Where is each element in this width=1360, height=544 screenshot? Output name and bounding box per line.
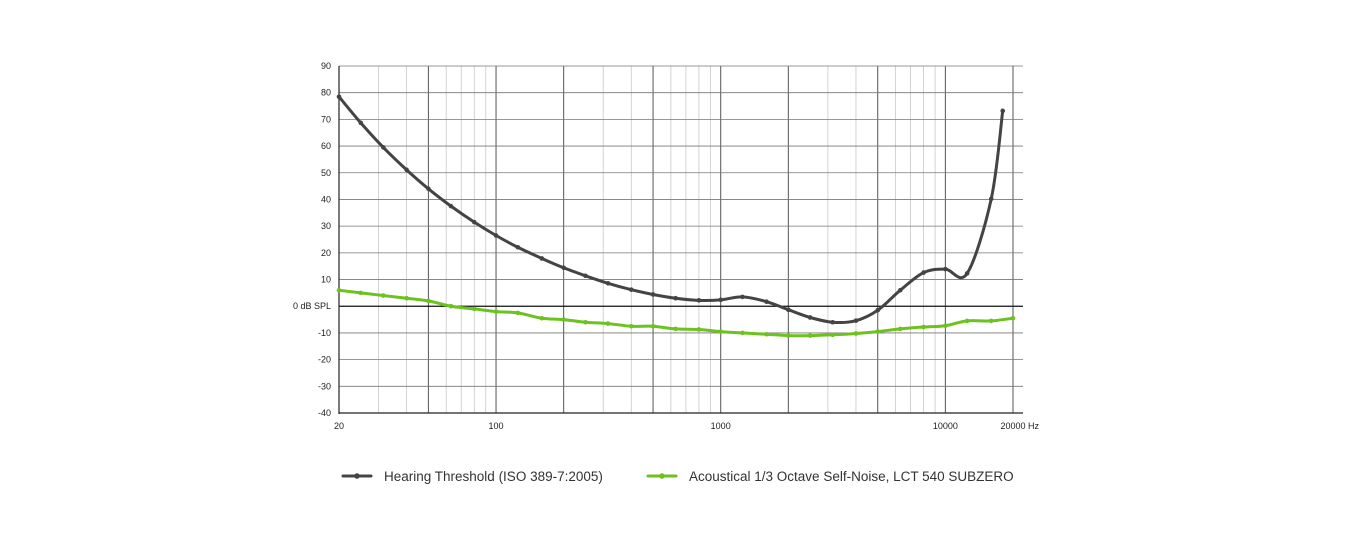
series-1-point — [673, 295, 678, 301]
series-1-point — [740, 294, 745, 300]
series-2-point — [740, 330, 745, 336]
series-1-point — [539, 256, 545, 261]
series-2-point — [561, 317, 566, 322]
series-2-point — [764, 331, 769, 337]
series-2-point — [336, 287, 342, 293]
series-2-point — [471, 306, 477, 312]
series-2-point — [673, 326, 678, 332]
series-2-point — [830, 332, 835, 338]
series-1-point — [404, 167, 409, 173]
y-tick-label: 20 — [321, 248, 331, 258]
y-tick-label: 30 — [321, 221, 331, 231]
y-tick-label: 70 — [321, 114, 331, 124]
y-tick-label: -30 — [318, 381, 331, 391]
x-tick-label: 20000 — [1000, 421, 1025, 431]
series-2-point — [426, 298, 431, 304]
series-2-point — [921, 324, 926, 330]
y-tick-label: 0 dB SPL — [293, 301, 331, 311]
x-tick-label: 1000 — [711, 421, 731, 431]
series-1-point — [493, 233, 499, 238]
series-2-point — [1010, 315, 1016, 321]
x-unit-label: Hz — [1028, 421, 1039, 431]
series-1-point — [988, 196, 994, 202]
series-1-point — [515, 244, 521, 250]
y-tick-label: 80 — [321, 88, 331, 98]
series-1-point — [807, 315, 813, 320]
x-tick-label: 20 — [334, 421, 344, 431]
series-2-point — [718, 329, 724, 334]
minor-grid — [378, 66, 1014, 413]
series-2-point — [515, 310, 521, 316]
series-1-point — [583, 273, 588, 279]
series-1-point — [605, 280, 611, 286]
y-tick-label: -40 — [318, 408, 331, 418]
series-1-point — [853, 318, 859, 323]
series-1-point — [764, 299, 769, 304]
legend: Hearing Threshold (ISO 389-7:2005) Acoust… — [341, 469, 1014, 484]
series-1-point — [964, 271, 970, 276]
series-2-point — [358, 290, 364, 296]
series-1-point — [943, 266, 948, 272]
series-2-point — [807, 333, 813, 338]
y-tick-label: 50 — [321, 168, 331, 178]
series-1-point — [830, 319, 835, 325]
series-2-point — [897, 326, 903, 332]
legend-marker-2 — [659, 473, 665, 479]
legend-label-2: Acoustical 1/3 Octave Self-Noise, LCT 54… — [689, 469, 1014, 484]
x-tick-label: 100 — [489, 421, 504, 431]
series-1-point — [336, 94, 342, 99]
series-2-point — [539, 315, 545, 321]
series-1-point — [875, 307, 881, 313]
series-2-point — [786, 333, 791, 338]
series-2-point — [875, 329, 881, 334]
series-2-point — [605, 321, 611, 326]
series-2-point — [404, 295, 409, 301]
major-grid — [339, 65, 1023, 414]
series-2-point — [448, 303, 454, 309]
series-1-point — [897, 287, 903, 293]
series-1-point — [921, 270, 926, 275]
series-2-point — [628, 323, 634, 329]
series-2-point — [650, 323, 656, 329]
series-1-point — [718, 297, 724, 303]
series-2-point — [583, 319, 588, 325]
series-2-point — [988, 318, 994, 324]
series-1-point — [561, 265, 566, 271]
y-tick-label: 10 — [321, 275, 331, 285]
series-1-point — [650, 292, 656, 297]
series-1-point — [1000, 108, 1006, 114]
series-1-point — [448, 203, 454, 209]
series-1-point — [696, 298, 702, 303]
legend-label-1: Hearing Threshold (ISO 389-7:2005) — [384, 469, 603, 484]
series-2-point — [943, 323, 948, 329]
series-2-point — [493, 309, 499, 314]
series-1-point — [358, 120, 364, 126]
y-tick-label: 90 — [321, 61, 331, 71]
series-2-point — [696, 327, 702, 332]
y-tick-label: 60 — [321, 141, 331, 151]
series-2-point — [381, 293, 386, 298]
axes — [338, 66, 1023, 414]
series-2-point — [964, 318, 970, 324]
series-1-point — [628, 287, 634, 292]
legend-marker-1 — [354, 473, 360, 479]
series-1-point — [381, 145, 386, 150]
series-layer — [336, 94, 1016, 338]
y-tick-label: -20 — [318, 355, 331, 365]
series-1-point — [786, 307, 791, 313]
x-tick-label: 10000 — [933, 421, 958, 431]
y-tick-label: 40 — [321, 194, 331, 204]
y-tick-label: -10 — [318, 328, 331, 338]
series-2-point — [853, 331, 859, 336]
series-1-point — [426, 186, 431, 192]
series-1-point — [471, 219, 477, 225]
